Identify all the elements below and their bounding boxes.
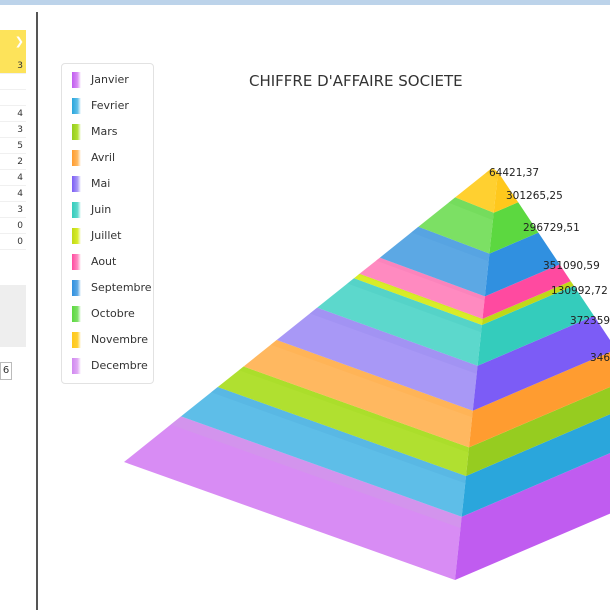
data-label: 372359,8 [570, 315, 610, 327]
chevron-icon[interactable]: ❯ [14, 35, 24, 48]
legend-label: Juin [91, 203, 112, 216]
data-label: 296729,51 [523, 222, 580, 234]
data-label: 346 [590, 352, 610, 364]
pyramid-segment-right-mai [472, 315, 610, 411]
pyramid-segment-right-octobre [489, 202, 539, 254]
left-panel-row[interactable]: 3 [0, 122, 26, 138]
pyramid-segment-ledge-septembre [411, 226, 490, 262]
legend-label: Novembre [91, 333, 148, 346]
window-top-bar [0, 0, 610, 5]
left-panel-row[interactable]: 3 [0, 58, 26, 74]
left-panel-row[interactable]: 2 [0, 154, 26, 170]
pyramid-segment-ledge-juillet [358, 273, 483, 320]
legend-label: Fevrier [91, 99, 129, 112]
left-panel-header[interactable]: ❯ [0, 30, 26, 59]
left-panel-row[interactable]: 4 [0, 106, 26, 122]
legend-label: Janvier [91, 73, 129, 86]
pyramid-segment-ledge-mars [239, 366, 469, 453]
left-panel-row[interactable] [0, 74, 26, 90]
left-panel-row[interactable]: 4 [0, 186, 26, 202]
pyramid-segment-left-juillet [354, 273, 483, 325]
pyramid-segment-right-juillet [481, 281, 574, 325]
left-panel-row[interactable] [0, 90, 26, 106]
chart-legend: Janvier Fevrier Mars Avril Mai Juin Juillet Aou… [61, 63, 154, 384]
page-number[interactable]: 6 [0, 362, 12, 380]
data-label: 351090,59 [543, 260, 600, 272]
data-label: 130992,72 [551, 285, 608, 297]
legend-label: Septembre [91, 281, 152, 294]
legend-swatch [72, 254, 81, 270]
pyramid-segment-right-novembre [493, 172, 519, 213]
chart-title: CHIFFRE D'AFFAIRE SOCIETE [249, 72, 463, 90]
left-panel-row[interactable]: 5 [0, 138, 26, 154]
pyramid-segment-left-juin [317, 278, 482, 366]
legend-label: Decembre [91, 359, 148, 372]
pyramid-segment-ledge-aout [376, 257, 485, 301]
pyramid-segment-left-mars [217, 366, 469, 476]
legend-label: Aout [91, 255, 117, 268]
pyramid-segment-ledge-fevrier [211, 387, 466, 484]
legend-swatch [72, 358, 81, 374]
legend-swatch [72, 98, 81, 114]
legend-label: Octobre [91, 307, 135, 320]
panel-divider[interactable] [36, 12, 38, 610]
data-label: 64421,37 [489, 167, 539, 179]
pyramid-segment-right-mars [466, 386, 610, 476]
legend-swatch [72, 306, 81, 322]
pyramid-segment-right-juin [477, 285, 594, 366]
pyramid-segment-left-novembre [455, 168, 498, 213]
legend-swatch [72, 124, 81, 140]
pyramid-segment-left-mai [276, 307, 478, 411]
pyramid-segment-ledge-juin [347, 278, 482, 333]
pyramid-segment-left-avril [243, 340, 473, 448]
pyramid-segment-right-aout [482, 264, 571, 319]
legend-swatch [72, 150, 81, 166]
legend-label: Avril [91, 151, 116, 164]
pyramid-segment-right-janvier [455, 453, 610, 580]
pyramid-segment-right-septembre [484, 232, 560, 297]
left-panel-row[interactable]: 4 [0, 170, 26, 186]
legend-swatch [72, 176, 81, 192]
legend-swatch [72, 332, 81, 348]
left-panel-row[interactable]: 0 [0, 218, 26, 234]
legend-swatch [72, 72, 81, 88]
pyramid-segment-ledge-mai [309, 307, 478, 374]
pyramid-segment-right-fevrier [461, 414, 610, 517]
pyramid-segment-ledge-janvier [170, 416, 462, 529]
pyramid-segment-left-janvier [124, 416, 462, 580]
pyramid-segment-left-aout [359, 257, 485, 319]
legend-swatch [72, 280, 81, 296]
legend-swatch [72, 202, 81, 218]
legend-label: Juillet [91, 229, 122, 242]
pyramid-segment-right-avril [469, 351, 610, 448]
left-panel-body [0, 285, 26, 347]
pyramid-segment-ledge-octobre [448, 197, 494, 221]
pyramid-segment-ledge-novembre [485, 168, 498, 180]
left-panel-row[interactable]: 3 [0, 202, 26, 218]
pyramid-segment-ledge-avril [270, 340, 473, 418]
left-panel-row[interactable]: 0 [0, 234, 26, 250]
legend-label: Mai [91, 177, 111, 190]
pyramid-segment-left-fevrier [181, 387, 466, 517]
legend-swatch [72, 228, 81, 244]
legend-label: Mars [91, 125, 118, 138]
data-label: 301265,25 [506, 190, 563, 202]
